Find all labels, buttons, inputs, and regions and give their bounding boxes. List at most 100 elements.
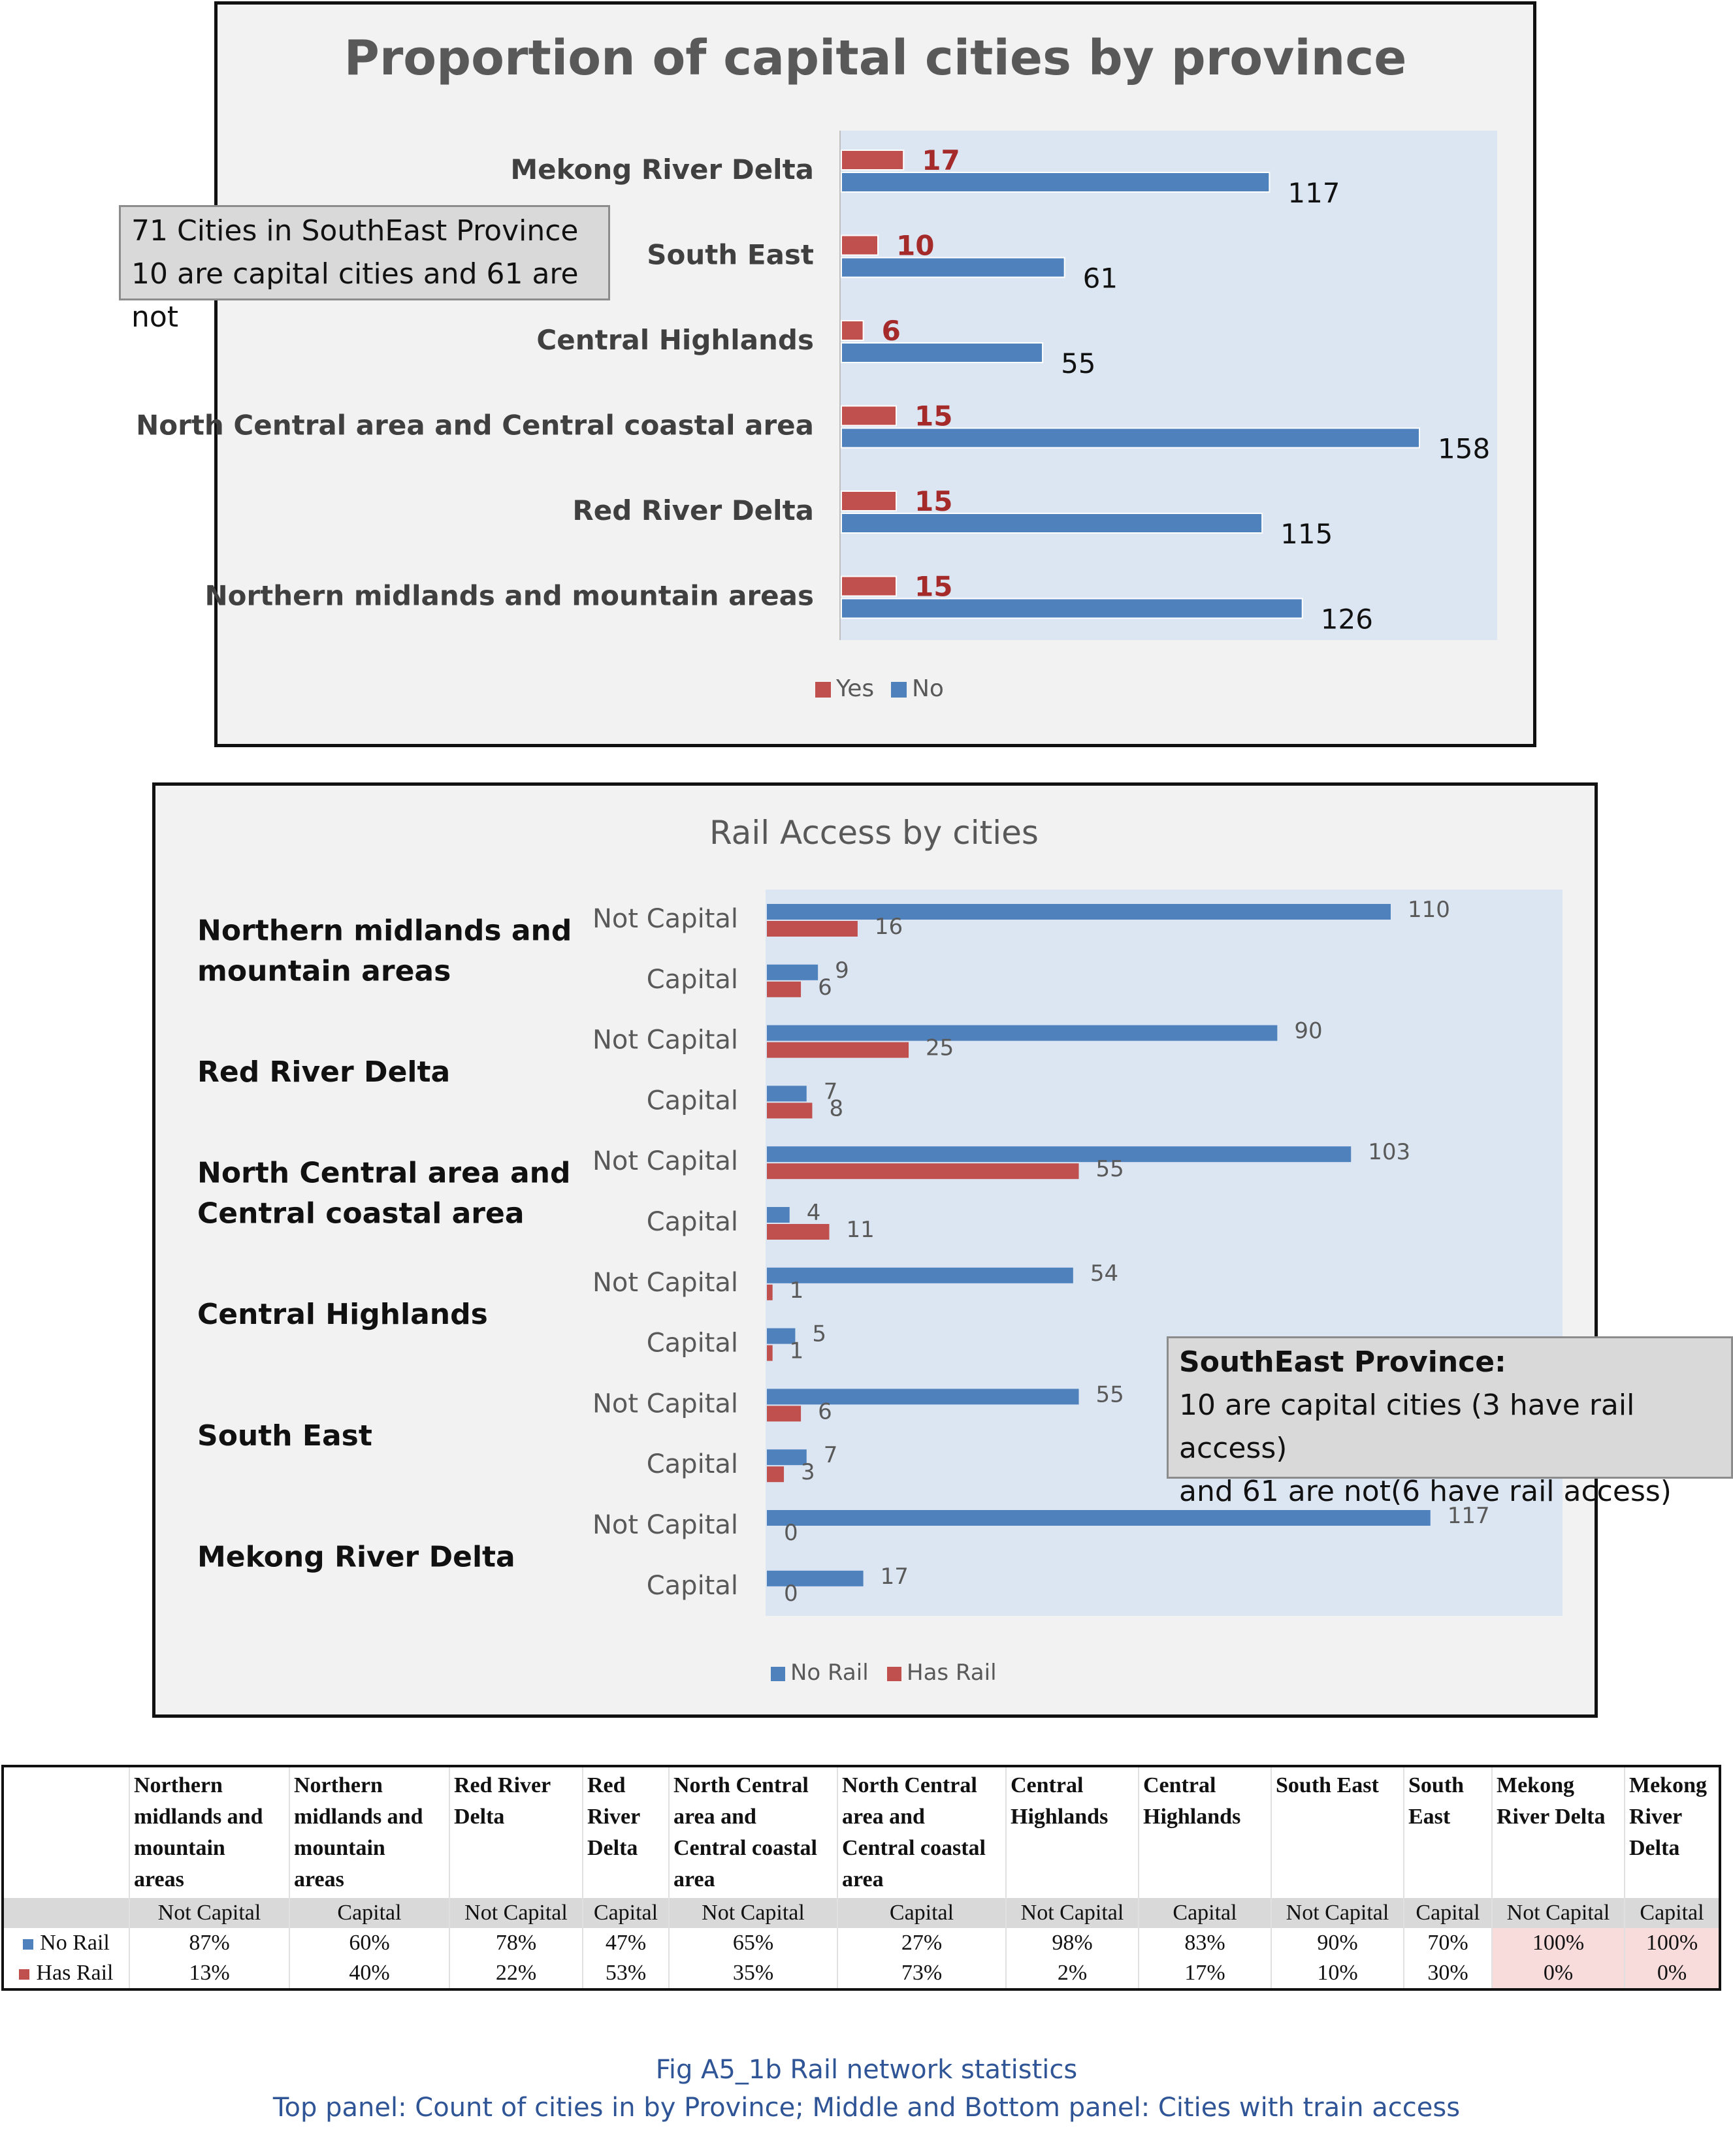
subheader-cell: Not Capital (1271, 1898, 1404, 1928)
label-no-central-highlands: 55 (1061, 347, 1095, 379)
legend-label-yes: Yes (835, 675, 874, 702)
category-label-north-central-area-and-central-coastal-area: North Central area and Central coastal a… (136, 410, 814, 442)
percentage-cell: 2% (1005, 1958, 1139, 1989)
chart-title: Proportion of capital cities by province (344, 30, 1407, 86)
subheader-cell: Capital (1138, 1898, 1271, 1928)
bar-no-north-central-area-and-central-coastal-area (841, 427, 1420, 449)
row-label-northern-midlands-and-mountain-areas-not-capital: Not Capital (592, 904, 738, 934)
subheader-cell: Capital (289, 1898, 449, 1928)
percentage-cell: 60% (289, 1928, 449, 1958)
bar-no-rail-mekong-river-delta-not-capital (767, 1510, 1431, 1526)
label-no-rail-central-highlands-not-capital: 54 (1090, 1261, 1118, 1287)
percentage-cell: 73% (837, 1958, 1006, 1989)
bar-yes-northern-midlands-and-mountain-areas (841, 575, 898, 597)
bar-no-rail-south-east-not-capital (767, 1389, 1079, 1405)
label-no-rail-red-river-delta-capital: 7 (824, 1078, 838, 1104)
bar-no-rail-south-east-capital (767, 1449, 807, 1466)
legend-label-has-rail: Has Rail (907, 1660, 997, 1686)
subheader-cell: Not Capital (668, 1898, 837, 1928)
label-has-rail-red-river-delta-capital: 8 (829, 1095, 843, 1121)
label-has-rail-mekong-river-delta-not-capital: 0 (784, 1520, 798, 1546)
region-header-line: Northern (134, 1773, 223, 1797)
region-header-line: areas (294, 1867, 344, 1891)
percentage-cell: 83% (1138, 1928, 1271, 1958)
region-header-line: River Delta (1497, 1805, 1606, 1829)
percentage-cell: 90% (1271, 1928, 1404, 1958)
bar-yes-north-central-area-and-central-coastal-area (841, 405, 898, 426)
southeast-rail-callout-line-2: and 61 are not(6 have rail access) (1179, 1475, 1672, 1508)
region-header-line: Central (1143, 1773, 1216, 1797)
percentage-cell: 0% (1491, 1958, 1625, 1989)
caption-line-1: Fig A5_1b Rail network statistics (655, 2055, 1078, 2085)
group-label-northern-midlands-and-mountain-areas-line-2: mountain areas (197, 954, 451, 988)
row-label-south-east-not-capital: Not Capital (592, 1389, 738, 1419)
region-header-line: North Central (842, 1773, 977, 1797)
region-header-cell: Mekong River Delta (1491, 1766, 1625, 1898)
caption-line-2: Top panel: Count of cities in by Provinc… (272, 2093, 1461, 2123)
region-header-line: area and (673, 1805, 756, 1829)
region-header-line: Red (587, 1773, 626, 1797)
label-no-rail-north-central-area-and-central-coastal-area-not-capital: 103 (1368, 1139, 1410, 1165)
label-has-rail-south-east-not-capital: 6 (818, 1398, 832, 1424)
bar-has-rail-red-river-delta-not-capital (767, 1042, 909, 1058)
region-header-cell: South East (1271, 1766, 1404, 1898)
southeast-callout: 71 Cities in SouthEast Province 10 are c… (119, 205, 610, 334)
label-has-rail-north-central-area-and-central-coastal-area-not-capital: 55 (1096, 1156, 1124, 1182)
region-header-cell: North Central area and Central coastal area (668, 1766, 837, 1898)
category-label-central-highlands: Central Highlands (536, 324, 814, 356)
row-label-mekong-river-delta-capital: Capital (647, 1571, 738, 1601)
region-header-line: River (587, 1805, 641, 1829)
percentage-cell: 17% (1138, 1958, 1271, 1989)
bar-no-rail-red-river-delta-capital (767, 1086, 807, 1102)
label-has-rail-northern-midlands-and-mountain-areas-not-capital: 16 (875, 914, 903, 940)
label-no-rail-central-highlands-capital: 5 (812, 1321, 826, 1347)
region-header-line: area and (842, 1805, 925, 1829)
label-has-rail-red-river-delta-not-capital: 25 (926, 1035, 954, 1061)
subheader-cell: Not Capital (449, 1898, 583, 1928)
bar-has-rail-northern-midlands-and-mountain-areas-not-capital (767, 921, 858, 937)
percentage-cell: 0% (1624, 1958, 1720, 1989)
region-header-line: River (1629, 1805, 1683, 1829)
bar-has-rail-south-east-not-capital (767, 1406, 802, 1422)
row-label-north-central-area-and-central-coastal-area-capital: Capital (647, 1207, 738, 1237)
percentage-cell: 87% (129, 1928, 289, 1958)
label-no-mekong-river-delta: 117 (1288, 177, 1340, 209)
bar-no-rail-central-highlands-capital (767, 1328, 796, 1344)
bar-no-mekong-river-delta (841, 172, 1271, 193)
percentage-cell: 10% (1271, 1958, 1404, 1989)
category-label-northern-midlands-and-mountain-areas: Northern midlands and mountain areas (204, 580, 814, 612)
legend-swatch-has-rail (887, 1667, 901, 1681)
region-header-cell: Northern midlands and mountain areas (129, 1766, 289, 1898)
region-header-line: Highlands (1011, 1805, 1109, 1829)
bar-no-northern-midlands-and-mountain-areas (841, 598, 1303, 619)
label-no-rail-northern-midlands-and-mountain-areas-not-capital: 110 (1408, 897, 1450, 923)
label-has-rail-north-central-area-and-central-coastal-area-capital: 11 (847, 1217, 875, 1243)
group-label-mekong-river-delta-line-1: Mekong River Delta (197, 1540, 515, 1573)
label-yes-south-east: 10 (896, 230, 934, 262)
bar-no-rail-mekong-river-delta-capital (767, 1570, 864, 1586)
label-no-rail-south-east-capital: 7 (824, 1442, 838, 1468)
percentage-cell: 30% (1403, 1958, 1492, 1989)
region-header-cell: North Central area and Central coastal area (837, 1766, 1006, 1898)
category-label-mekong-river-delta: Mekong River Delta (510, 153, 814, 185)
percentage-cell: 27% (837, 1928, 1006, 1958)
region-header-line: Mekong (1497, 1773, 1574, 1797)
group-label-northern-midlands-and-mountain-areas-line-1: Northern midlands and (197, 914, 572, 947)
label-no-rail-northern-midlands-and-mountain-areas-capital: 9 (835, 957, 849, 984)
region-header-line: Red River (454, 1773, 551, 1797)
plot-area (840, 131, 1497, 640)
bar-yes-central-highlands (841, 320, 864, 341)
region-header-line: South East (1276, 1773, 1379, 1797)
region-header-line: Delta (454, 1805, 505, 1829)
legend-swatch-no (891, 682, 907, 698)
bar-has-rail-north-central-area-and-central-coastal-area-capital (767, 1224, 830, 1240)
label-no-northern-midlands-and-mountain-areas: 126 (1321, 603, 1373, 636)
subheader-cell: Not Capital (129, 1898, 289, 1928)
southeast-callout-line-2: 10 are capital cities and 61 are not (131, 257, 579, 334)
subheader-cell: Capital (582, 1898, 669, 1928)
group-label-central-highlands-line-1: Central Highlands (197, 1298, 488, 1331)
subheader-cell: Not Capital (1005, 1898, 1139, 1928)
table-corner-cell (2, 1766, 129, 1898)
label-yes-red-river-delta: 15 (915, 485, 952, 517)
